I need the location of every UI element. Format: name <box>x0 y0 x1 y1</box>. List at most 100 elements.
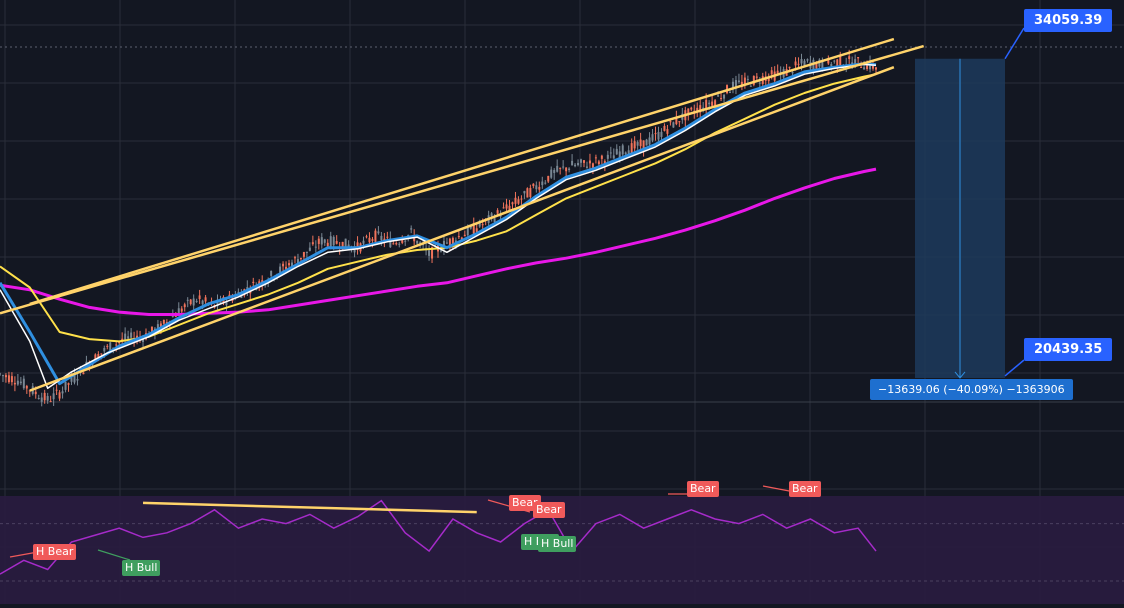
candle-body <box>198 295 201 299</box>
candle-body <box>34 391 37 395</box>
candle-body <box>767 76 770 82</box>
candle-body <box>660 131 663 137</box>
candle-body <box>52 393 55 400</box>
candle-body <box>332 236 335 246</box>
candle-body <box>279 266 282 273</box>
candle-body <box>588 160 591 164</box>
candle-body <box>296 259 299 264</box>
candle-body <box>162 319 165 324</box>
candle-body <box>58 392 61 399</box>
candle-body <box>341 241 344 250</box>
candle-body <box>25 385 28 389</box>
price-top-callout[interactable]: 34059.39 <box>1024 9 1113 32</box>
candle-body <box>776 70 779 74</box>
candle-body <box>863 67 866 70</box>
divergence-connector <box>97 549 131 561</box>
candle-body <box>404 240 407 242</box>
candle-body <box>538 186 541 190</box>
candle-body <box>696 107 699 113</box>
candle-body <box>788 66 791 68</box>
candle-body <box>365 236 368 238</box>
candle-body <box>830 64 833 67</box>
candle-body <box>156 324 159 332</box>
candle-body <box>246 287 249 290</box>
candle-body <box>386 236 389 238</box>
candle-body <box>857 56 860 59</box>
candle-body <box>282 263 285 267</box>
candle-body <box>517 199 520 204</box>
candle-body <box>457 236 460 238</box>
candle-body <box>505 204 508 209</box>
rsi-divergence-line <box>142 501 477 514</box>
candle-body <box>171 315 174 317</box>
candle-body <box>493 218 496 222</box>
candle-body <box>109 342 112 352</box>
candle-body <box>419 242 422 244</box>
candle-body <box>293 257 296 259</box>
candle-body <box>580 159 583 163</box>
candle-body <box>392 243 395 245</box>
price-target-callout[interactable]: 20439.35 <box>1024 338 1113 361</box>
candle-body <box>16 380 19 385</box>
candle-body <box>496 210 499 214</box>
candle-body <box>37 397 40 399</box>
candle-body <box>743 77 746 85</box>
candle-body <box>723 94 726 99</box>
candle-body <box>186 299 189 301</box>
candle-body <box>568 168 571 171</box>
ma-slow-magenta-line <box>0 167 877 316</box>
candle-body <box>362 240 365 244</box>
candle-body <box>591 163 594 168</box>
candle-body <box>475 228 478 232</box>
candle-body <box>502 207 505 209</box>
candle-body <box>22 378 25 389</box>
candle-body <box>875 67 877 70</box>
candle-body <box>4 375 7 378</box>
candle-body <box>583 160 585 163</box>
candle-body <box>314 246 317 248</box>
channel-upper-line <box>29 37 895 306</box>
candle-body <box>463 234 466 237</box>
candle-body <box>61 391 64 394</box>
candle-body <box>439 250 442 252</box>
candle-body <box>28 390 31 392</box>
candle-body <box>565 167 568 172</box>
candle-body <box>642 140 645 151</box>
candle-body <box>40 397 43 402</box>
candle-body <box>791 72 794 74</box>
candle-body <box>410 228 413 230</box>
candle-body <box>666 129 669 134</box>
candle-body <box>585 166 588 168</box>
candle-body <box>308 247 311 251</box>
candle-body <box>860 67 863 69</box>
candle-body <box>559 167 562 169</box>
candle-body <box>731 81 734 90</box>
candle-body <box>737 80 740 82</box>
divergence-label-bear: Bear <box>687 481 719 497</box>
divergence-label-bear: Bear <box>533 502 565 518</box>
candle-body <box>0 373 1 375</box>
candle-body <box>201 300 204 305</box>
candle-body <box>708 102 711 105</box>
candle-body <box>648 137 651 145</box>
candle-body <box>705 99 708 109</box>
candle-body <box>729 91 731 93</box>
candle-body <box>553 170 556 173</box>
candle-body <box>7 375 10 383</box>
divergence-label-h-bull: H Bull <box>538 536 577 552</box>
candle-body <box>320 237 323 245</box>
candle-body <box>714 100 717 106</box>
candle-body <box>1 375 4 377</box>
candle-body <box>800 58 803 64</box>
candle-body <box>645 139 648 146</box>
candle-body <box>633 141 636 149</box>
candle-body <box>398 243 401 245</box>
candle-body <box>866 63 869 69</box>
candle-body <box>195 300 198 302</box>
candle-body <box>371 239 374 241</box>
candle-body <box>70 376 73 382</box>
candle-body <box>67 383 70 385</box>
candle-body <box>302 252 305 257</box>
candle-body <box>827 58 830 64</box>
candle-body <box>481 224 484 226</box>
